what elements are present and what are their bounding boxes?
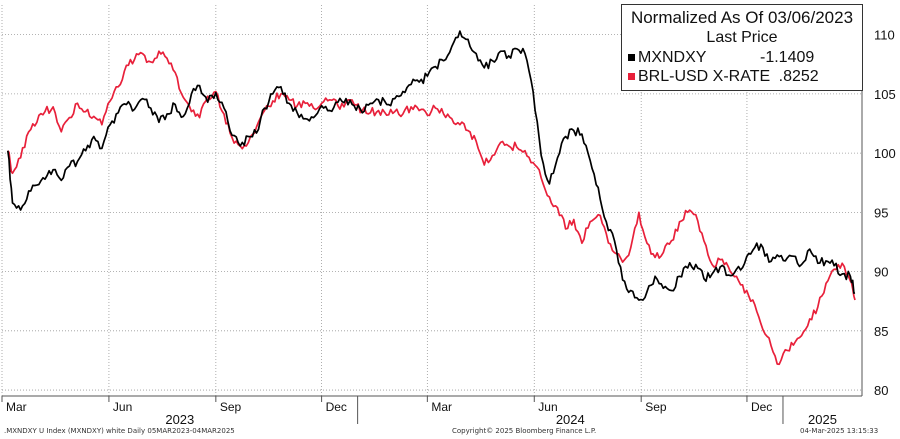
y-tick-label: 100 (874, 146, 896, 161)
x-month-label: Sep (645, 400, 667, 414)
legend-label: BRL-USD X-RATE (638, 68, 771, 85)
footer-timestamp: 04-Mar-2025 13:15:33 (800, 427, 879, 435)
x-month-label: Dec (326, 400, 347, 414)
axes: 80 85 90 95 100 105 110 Mar Jun Sep Dec Mar Jun Sep De… (1, 5, 896, 427)
x-month-label: Mar (6, 400, 27, 414)
x-month-label: Sep (220, 400, 242, 414)
x-year-label: 2025 (808, 412, 837, 427)
series-line-mxndxy (6, 30, 856, 301)
y-tick-label: 110 (874, 28, 895, 43)
legend-value: -1.1409 (760, 49, 815, 66)
legend-value: .8252 (778, 68, 819, 85)
gridlines (1, 5, 862, 396)
y-tick-label: 90 (874, 265, 888, 280)
y-tick-label: 105 (874, 87, 896, 102)
legend-swatch (628, 54, 635, 62)
x-month-label: Dec (751, 400, 772, 414)
legend-entry-brl-usd: BRL-USD X-RATE .8252 (628, 68, 819, 86)
footer-source: .MXNDXY U Index (MXNDXY) white Daily 05M… (4, 427, 235, 435)
legend-swatch (628, 73, 635, 81)
legend-entry-mxndxy: MXNDXY -1.1409 (628, 49, 814, 67)
chart-subtitle: Last Price (706, 29, 778, 46)
x-year-label: 2023 (165, 412, 194, 427)
y-tick-label: 80 (874, 383, 888, 398)
y-tick-label: 95 (874, 205, 888, 220)
footer-copyright: Copyright© 2025 Bloomberg Finance L.P. (452, 427, 597, 435)
legend-box: Normalized As Of 03/06/2023 Last Price M… (621, 4, 863, 91)
legend-label: MXNDXY (638, 49, 707, 66)
series-line-brl-usd (7, 50, 856, 366)
x-month-label: Jun (538, 400, 557, 414)
x-month-label: Mar (431, 400, 452, 414)
x-year-label: 2024 (556, 412, 585, 427)
plot-area (6, 30, 856, 366)
chart-title: Normalized As Of 03/06/2023 (630, 8, 854, 27)
y-tick-label: 85 (874, 324, 888, 339)
x-month-label: Jun (113, 400, 132, 414)
